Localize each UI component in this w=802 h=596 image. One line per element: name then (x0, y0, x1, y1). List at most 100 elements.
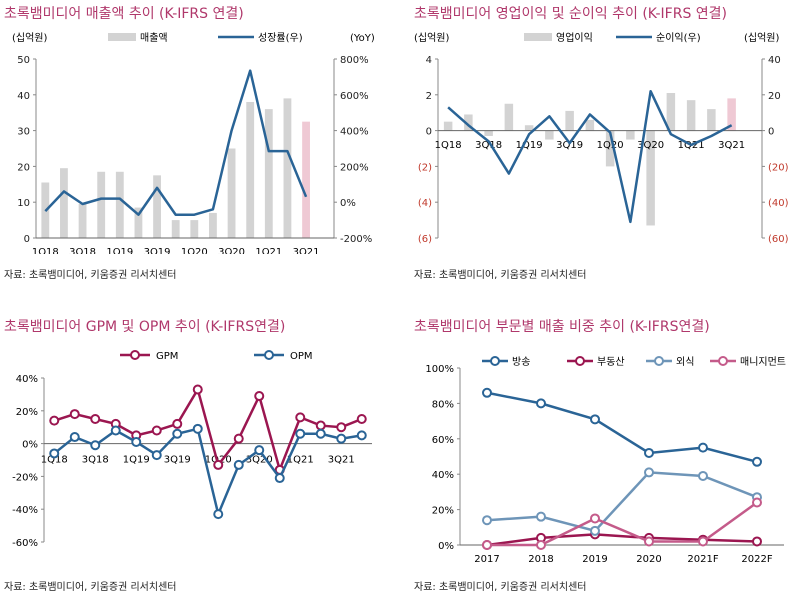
bar-3Q18 (484, 130, 493, 136)
x-tick-label: 1Q21 (255, 247, 282, 254)
point-부동산-2022F (752, 536, 762, 547)
bar-3Q20 (227, 148, 236, 238)
x-tick-label: 1Q19 (106, 247, 133, 254)
x-tick-label: 2021F (687, 554, 718, 565)
legend-외식-label: 외식 (676, 356, 694, 368)
point-GPM-3Q18 (90, 414, 101, 424)
point-외식-2019 (590, 525, 600, 536)
y-tick-label: 40% (16, 374, 38, 385)
right-tick-label: (40) (768, 198, 789, 209)
point-외식-2020 (644, 467, 654, 478)
right-tick-label: (60) (768, 234, 789, 245)
point-GPM-4Q21 (356, 414, 367, 424)
point-GPM-2Q18 (69, 409, 80, 420)
point-OPM-3Q20 (254, 445, 265, 456)
chart3: GPM OPM -60% -40% -20% 0% 20% 40% 1Q18 3Q18 1Q19 3Q… (12, 350, 372, 549)
bar-2Q19 (134, 207, 143, 238)
right-tick-label: 0 (768, 127, 774, 138)
y-tick-label: 0% (438, 541, 454, 552)
chart4-title: 초록뱀미디어 부문별 매출 비중 추이 (K-IFRS연결) (414, 319, 710, 335)
left-tick-label: 0 (426, 127, 432, 138)
chart1: (십억원) (YoY) 매출액 성장률(우) 0 10 20 30 40 50 -200% 0% 200… (12, 32, 375, 254)
y-tick-label: 40% (432, 470, 454, 481)
legend-line-label: 순이익(우) (656, 32, 701, 44)
legend-외식-marker (654, 356, 664, 366)
bar-3Q21 (727, 98, 736, 131)
point-GPM-1Q20 (213, 459, 224, 470)
point-GPM-3Q20 (254, 391, 265, 402)
y-tick-label: 80% (432, 399, 454, 410)
bar-4Q19 (171, 220, 180, 238)
left-tick-label: 10 (17, 198, 30, 209)
left-unit-label: (십억원) (414, 32, 450, 44)
point-GPM-1Q18 (49, 415, 60, 426)
chart2-source: 자료: 초록뱀미디어, 키움증권 리서치센터 (414, 270, 587, 281)
left-tick-label: 40 (17, 91, 30, 102)
series-부동산-line (486, 533, 758, 547)
point-OPM-2Q20 (233, 459, 244, 470)
x-tick-label: 3Q21 (718, 140, 745, 151)
point-매니지먼트-2020 (644, 536, 654, 547)
point-외식-2018 (536, 511, 546, 522)
series-line (44, 69, 308, 216)
y-tick-label: 20% (432, 506, 454, 517)
x-tick-label: 2018 (528, 554, 553, 565)
bar-1Q19 (524, 125, 534, 131)
point-OPM-1Q20 (213, 509, 224, 520)
point-방송-2017 (482, 387, 492, 398)
x-tick-label: 3Q19 (144, 247, 171, 254)
legend-매니지먼트-label: 매니지먼트 (740, 356, 786, 368)
y-tick-label: -60% (12, 538, 38, 549)
bar-1Q20 (605, 130, 615, 167)
legend-line-label: 성장률(우) (258, 32, 303, 44)
x-tick-label: 3Q21 (328, 455, 355, 466)
chart4: 방송 부동산 외식 매니지먼트 0% 20% 40% 60% 80% 100% 2017 2018 20… (425, 356, 786, 565)
left-tick-label: 4 (426, 55, 432, 66)
legend-OPM-label: OPM (290, 351, 313, 362)
right-unit-label: (십억원) (744, 32, 780, 44)
bar-1Q21 (686, 100, 696, 131)
x-tick-label: 2020 (636, 554, 661, 565)
point-GPM-1Q21 (295, 412, 306, 423)
legend-매니지먼트-marker (718, 356, 728, 366)
point-OPM-2Q19 (151, 450, 162, 461)
bar-2Q19 (545, 130, 554, 140)
bar-3Q19 (565, 110, 574, 131)
point-OPM-2Q18 (69, 432, 80, 443)
point-방송-2022F (752, 456, 762, 467)
x-tick-label: 3Q18 (475, 140, 502, 151)
x-tick-label: 1Q18 (41, 455, 68, 466)
point-방송-2021F (698, 442, 708, 453)
left-unit-label: (십억원) (12, 32, 48, 44)
series-OPM-line (53, 427, 362, 519)
point-방송-2018 (536, 398, 546, 409)
left-tick-label: (2) (418, 162, 432, 173)
x-tick-label: 3Q21 (293, 247, 320, 254)
right-tick-label: -200% (340, 234, 372, 245)
chart2: (십억원) (십억원) 영업이익 순이익(우) (6) (4) (2) 0 2 4 (60) (40)… (414, 31, 789, 245)
x-tick-label: 1Q21 (287, 455, 314, 466)
point-GPM-2Q20 (233, 433, 244, 444)
bar-1Q19 (115, 171, 124, 238)
x-tick-label: 3Q18 (69, 247, 96, 254)
point-OPM-4Q21 (356, 430, 367, 441)
bar-4Q20 (666, 93, 676, 131)
x-tick-label: 2017 (474, 554, 499, 565)
point-OPM-1Q21 (295, 428, 306, 439)
point-OPM-4Q18 (110, 425, 121, 436)
right-tick-label: (20) (768, 162, 789, 173)
series-방송-line (486, 391, 758, 464)
point-OPM-4Q20 (274, 473, 285, 484)
legend-부동산-marker (575, 356, 585, 366)
legend-GPM-label: GPM (156, 351, 178, 362)
series-매니지먼트-line (487, 501, 758, 547)
x-tick-label: 3Q19 (164, 455, 191, 466)
point-방송-2019 (590, 414, 600, 425)
legend-GPM-marker (130, 350, 140, 360)
bar-4Q20 (246, 101, 255, 239)
point-방송-2020 (644, 447, 654, 458)
point-OPM-1Q18 (49, 448, 60, 459)
x-tick-label: 1Q19 (123, 455, 150, 466)
point-GPM-2Q19 (151, 425, 162, 436)
left-tick-label: (6) (418, 234, 432, 245)
